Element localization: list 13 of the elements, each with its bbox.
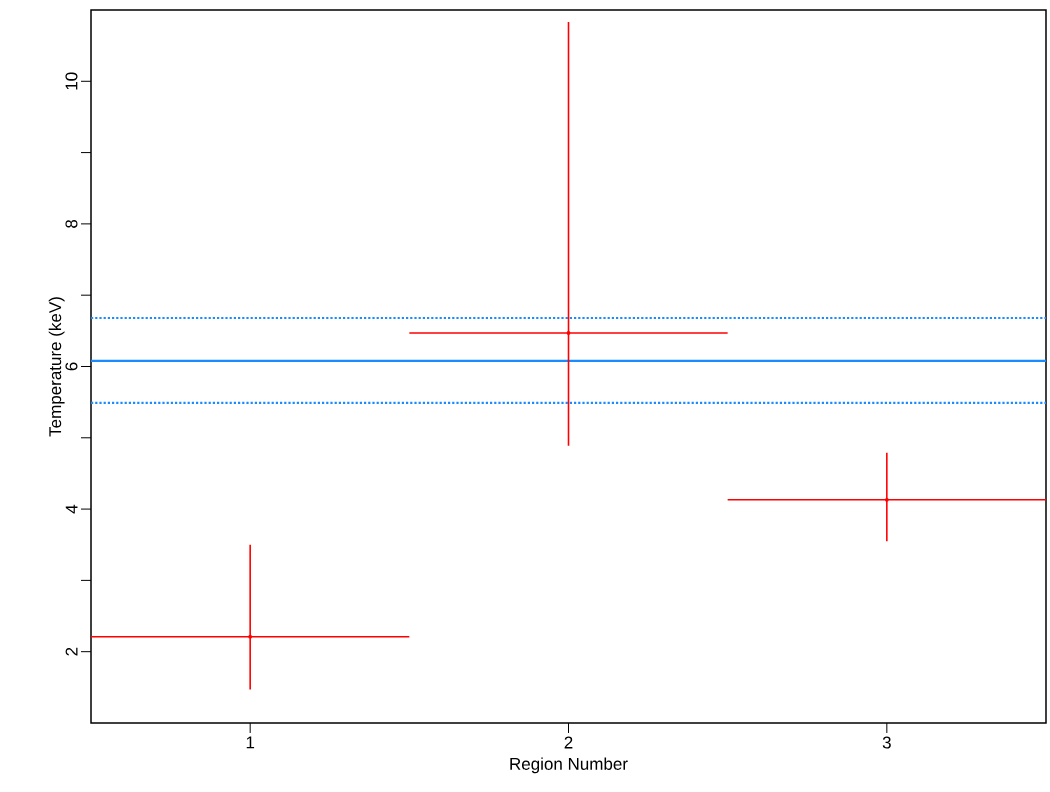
point [248, 634, 253, 639]
y-tick-label: 2 [65, 647, 78, 656]
y-tick-label: 10 [65, 72, 78, 90]
y-tick-label: 8 [65, 219, 78, 228]
point [884, 497, 889, 502]
y-tick-label: 4 [65, 504, 78, 514]
x-tick-label: 1 [246, 736, 255, 749]
y-tick-label: 6 [65, 362, 78, 371]
point [566, 331, 571, 335]
y-axis-title: Temperature (keV) [48, 297, 65, 437]
x-tick-label: 2 [564, 736, 573, 749]
x-tick-label: 3 [882, 736, 891, 749]
x-axis-title: Region Number [510, 757, 628, 774]
